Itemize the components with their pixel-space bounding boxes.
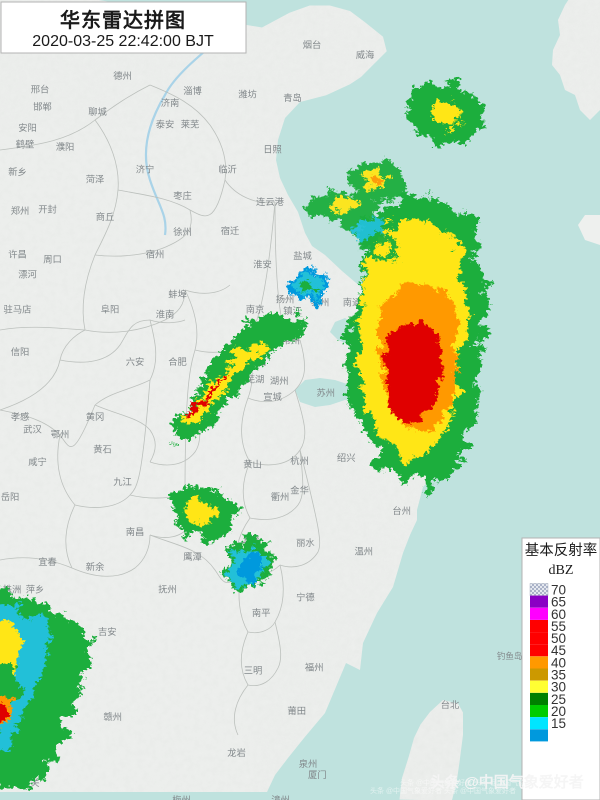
svg-text:宣城: 宣城 — [263, 391, 282, 402]
svg-text:烟台: 烟台 — [303, 39, 322, 50]
svg-text:徐州: 徐州 — [173, 226, 192, 237]
svg-text:合肥: 合肥 — [168, 356, 187, 367]
svg-text:黄山: 黄山 — [243, 459, 262, 470]
svg-text:宿迁: 宿迁 — [221, 225, 240, 236]
svg-text:福州: 福州 — [305, 661, 324, 672]
svg-text:岳阳: 岳阳 — [1, 491, 20, 502]
svg-text:信阳: 信阳 — [11, 346, 30, 357]
svg-text:鹰潭: 鹰潭 — [183, 551, 202, 562]
svg-text:泉州: 泉州 — [299, 758, 318, 769]
svg-text:台北: 台北 — [441, 699, 460, 710]
svg-text:九江: 九江 — [113, 476, 132, 487]
svg-text:邯郸: 邯郸 — [33, 101, 52, 112]
svg-text:赣州: 赣州 — [103, 711, 122, 722]
svg-text:吉安: 吉安 — [98, 626, 117, 637]
svg-text:龙岩: 龙岩 — [227, 747, 246, 758]
svg-text:梅州: 梅州 — [172, 794, 191, 800]
svg-text:聊城: 聊城 — [88, 106, 107, 117]
svg-text:咸宁: 咸宁 — [28, 456, 47, 467]
svg-text:蚌埠: 蚌埠 — [168, 289, 187, 300]
svg-text:枣庄: 枣庄 — [173, 190, 192, 201]
svg-text:莱芜: 莱芜 — [181, 119, 200, 130]
svg-text:泰安: 泰安 — [156, 119, 175, 130]
svg-text:基本反射率: 基本反射率 — [525, 542, 598, 559]
svg-text:绍兴: 绍兴 — [337, 452, 356, 463]
svg-text:厦门: 厦门 — [308, 769, 327, 780]
svg-text:安阳: 安阳 — [18, 122, 37, 133]
svg-text:青岛: 青岛 — [283, 92, 302, 103]
svg-text:湖州: 湖州 — [270, 376, 289, 386]
svg-text:阜阳: 阜阳 — [101, 304, 120, 315]
svg-text:德州: 德州 — [113, 70, 132, 81]
svg-text:济宁: 济宁 — [136, 164, 155, 175]
svg-text:漂河: 漂河 — [18, 269, 37, 280]
svg-text:金华: 金华 — [290, 484, 309, 495]
svg-text:宜春: 宜春 — [38, 556, 57, 567]
svg-text:莆田: 莆田 — [287, 705, 306, 716]
svg-text:周口: 周口 — [43, 255, 62, 265]
svg-text:邢台: 邢台 — [31, 84, 50, 95]
svg-text:菏泽: 菏泽 — [86, 175, 105, 185]
svg-text:黄冈: 黄冈 — [86, 411, 105, 422]
svg-text:黄石: 黄石 — [93, 444, 112, 455]
svg-text:淮南: 淮南 — [156, 309, 175, 320]
svg-text:苏州: 苏州 — [316, 387, 335, 398]
svg-text:济南: 济南 — [161, 97, 180, 108]
svg-text:新乡: 新乡 — [8, 166, 27, 177]
svg-text:盐城: 盐城 — [293, 250, 312, 261]
svg-text:华东雷达拼图: 华东雷达拼图 — [60, 8, 186, 32]
svg-text:淮安: 淮安 — [253, 259, 272, 270]
svg-text:三明: 三明 — [244, 666, 263, 676]
svg-text:威海: 威海 — [356, 49, 375, 60]
svg-text:漳州: 漳州 — [271, 794, 290, 800]
svg-text:六安: 六安 — [126, 356, 145, 367]
svg-text:潍坊: 潍坊 — [238, 89, 257, 100]
svg-text:日照: 日照 — [263, 145, 282, 155]
svg-text:南京: 南京 — [246, 304, 265, 315]
svg-text:武汉: 武汉 — [23, 424, 42, 435]
svg-text:抚州: 抚州 — [158, 584, 177, 595]
svg-text:株洲: 株洲 — [3, 584, 22, 595]
svg-text:南平: 南平 — [252, 607, 271, 618]
svg-text:濮阳: 濮阳 — [56, 141, 75, 152]
svg-text:商丘: 商丘 — [96, 211, 115, 222]
svg-text:开封: 开封 — [38, 204, 57, 215]
svg-text:孝感: 孝感 — [11, 411, 30, 422]
svg-text:许昌: 许昌 — [8, 249, 27, 260]
svg-text:新余: 新余 — [86, 561, 105, 572]
svg-text:头条 @中国气象爱好者: 头条 @中国气象爱好者 — [430, 773, 584, 791]
svg-text:连云港: 连云港 — [256, 196, 285, 207]
svg-text:鄂州: 鄂州 — [51, 430, 70, 440]
svg-text:丽水: 丽水 — [296, 537, 315, 548]
svg-text:扬州: 扬州 — [276, 294, 295, 305]
svg-text:郑州: 郑州 — [11, 205, 30, 216]
svg-text:钓鱼岛: 钓鱼岛 — [497, 651, 523, 661]
svg-text:15: 15 — [551, 716, 566, 731]
svg-text:宿州: 宿州 — [146, 249, 165, 260]
svg-text:临沂: 临沂 — [218, 164, 237, 175]
svg-text:驻马店: 驻马店 — [4, 304, 32, 315]
svg-text:南昌: 南昌 — [126, 526, 145, 537]
svg-text:宁德: 宁德 — [296, 591, 315, 602]
svg-text:萍乡: 萍乡 — [26, 585, 45, 595]
svg-text:温州: 温州 — [354, 547, 373, 557]
svg-text:衢州: 衢州 — [271, 491, 290, 502]
svg-text:鹤壁: 鹤壁 — [16, 139, 35, 150]
svg-text:淄博: 淄博 — [183, 85, 202, 96]
svg-text:2020-03-25 22:42:00 BJT: 2020-03-25 22:42:00 BJT — [32, 33, 214, 50]
svg-text:台州: 台州 — [392, 505, 411, 516]
svg-text:dBZ: dBZ — [549, 563, 574, 578]
svg-text:杭州: 杭州 — [290, 455, 309, 466]
